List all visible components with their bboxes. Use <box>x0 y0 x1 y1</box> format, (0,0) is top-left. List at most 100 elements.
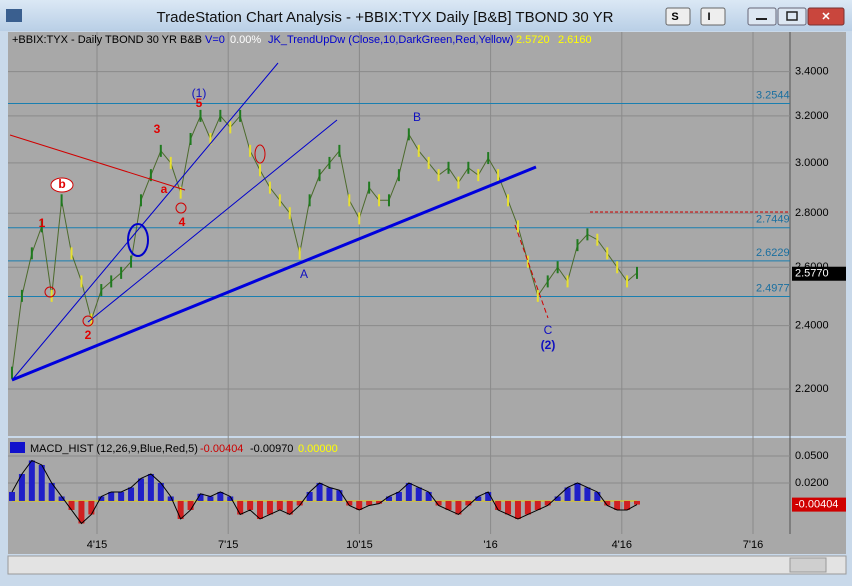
price-bar <box>318 169 321 182</box>
red-trendline <box>9 134 186 191</box>
macd-bar <box>266 500 273 515</box>
indicator-value: 2.5720 <box>516 34 550 46</box>
macd-value: -0.00970 <box>250 443 293 455</box>
macd-bar <box>227 496 234 501</box>
price-bar <box>586 228 589 241</box>
maximize-button[interactable] <box>777 7 807 26</box>
macd-value: -0.00404 <box>200 443 243 455</box>
volume: V=0 <box>205 34 225 46</box>
price-bar <box>447 161 450 174</box>
wave-label: A <box>300 267 308 281</box>
s-button-label[interactable]: S <box>671 11 678 23</box>
price-bar <box>368 181 371 194</box>
price-bar <box>249 144 252 157</box>
macd-bar <box>514 500 521 519</box>
level-label: 3.2544 <box>756 89 790 101</box>
price-bar <box>259 164 262 177</box>
macd-bar <box>346 500 353 506</box>
wave-label: C <box>544 323 553 337</box>
price-bar <box>507 194 510 207</box>
macd-line <box>11 459 638 525</box>
price-bar <box>189 133 192 146</box>
price-bar <box>616 261 619 274</box>
price-bar <box>566 275 569 288</box>
macd-bar <box>366 500 373 506</box>
date-label: '16 <box>483 539 497 551</box>
price-bar <box>516 220 519 233</box>
price-bar <box>219 109 222 122</box>
price-bar <box>110 275 113 288</box>
price-bar <box>467 161 470 174</box>
price-bar <box>427 156 430 169</box>
price-bar <box>407 128 410 141</box>
wave-label: (1) <box>192 86 207 100</box>
macd-bar <box>257 500 264 519</box>
price-bar <box>526 255 529 268</box>
wave-label: 2 <box>85 328 92 342</box>
macd-bar <box>147 473 154 501</box>
macd-bar <box>465 500 472 506</box>
macd-bar <box>614 500 621 510</box>
macd-bar <box>197 493 204 501</box>
a-marker <box>175 202 187 214</box>
macd-bar <box>137 478 144 501</box>
scrollbar[interactable] <box>7 555 847 575</box>
macd-bar <box>544 500 551 506</box>
macd-bar <box>247 500 254 510</box>
macd-bar <box>455 500 462 515</box>
wave-ellipse <box>127 223 149 257</box>
macd-bar <box>68 500 75 510</box>
price-bar <box>328 156 331 169</box>
macd-last-label: -0.00404 <box>795 499 838 511</box>
macd-header: MACD_HIST (12,26,9,Blue,Red,5) -0.00404 … <box>30 443 338 455</box>
macd-bar <box>18 473 25 501</box>
macd-bar <box>167 496 174 501</box>
grid <box>8 32 790 534</box>
y-tick-label: 2.8000 <box>795 207 829 219</box>
price-bar <box>358 212 361 225</box>
price-bar <box>338 144 341 157</box>
i-button-label[interactable]: I <box>707 11 710 23</box>
price-bar <box>130 255 133 268</box>
window-title: TradeStation Chart Analysis - +BBIX:TYX … <box>157 9 614 26</box>
last-price-box <box>792 266 846 281</box>
macd-bar <box>286 500 293 515</box>
macd-bar <box>118 491 125 501</box>
price-bar <box>378 194 381 207</box>
price-bar <box>288 207 291 220</box>
close-icon: ✕ <box>821 11 830 23</box>
channel-lower <box>87 119 338 323</box>
price-bar <box>308 194 311 207</box>
macd-bar <box>624 500 631 510</box>
price-bar <box>437 169 440 182</box>
price-bar <box>40 220 43 233</box>
date-axis <box>8 534 846 554</box>
scroll-thumb[interactable] <box>789 557 827 573</box>
macd-bar <box>604 500 611 506</box>
macd-bar <box>385 496 392 501</box>
close-button[interactable] <box>807 7 845 26</box>
date-label: 4'16 <box>612 539 632 551</box>
price-bar <box>149 169 152 182</box>
minimize-button[interactable] <box>747 7 777 26</box>
wave-label: 5 <box>196 96 203 110</box>
i-button[interactable] <box>700 7 726 26</box>
level-label: 2.7449 <box>756 214 790 226</box>
price-bar <box>626 275 629 288</box>
symbol: +BBIX:TYX - Daily TBOND 30 YR B&B <box>12 34 202 46</box>
price-bar <box>536 289 539 302</box>
macd-value: 0.00000 <box>298 443 338 455</box>
last-price-label: 2.5770 <box>795 268 829 280</box>
price-bar <box>30 247 33 260</box>
s-button[interactable] <box>665 7 691 26</box>
date-label: 4'15 <box>87 539 107 551</box>
macd-bar <box>564 487 571 501</box>
date-label: 7'15 <box>218 539 238 551</box>
price-bar <box>60 194 63 207</box>
wave-label: a <box>161 182 168 196</box>
wave-label: (2) <box>541 338 556 352</box>
price-bar <box>477 169 480 182</box>
price-bar <box>139 194 142 207</box>
price-bar <box>596 233 599 246</box>
